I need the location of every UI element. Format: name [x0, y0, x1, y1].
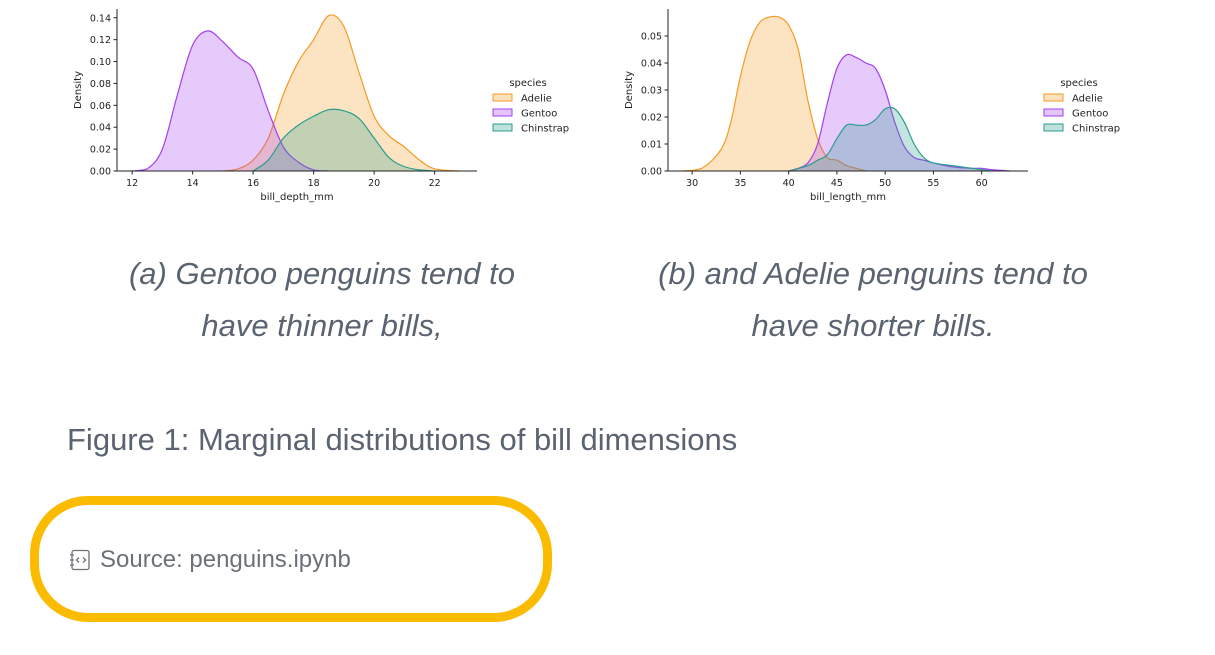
- y-tick-label: 0.06: [90, 101, 111, 112]
- x-tick-label: 20: [368, 178, 380, 189]
- density-line-gentoo: [132, 30, 329, 172]
- chart-2: 30 35 40 45 50 55 60 0.00 0.01 0.02 0.03 0.04 0.05 bi…: [624, 9, 1120, 203]
- y-tick-label: 0.04: [641, 59, 662, 70]
- legend-swatch-chinstrap: [1043, 123, 1064, 132]
- subcaption-b-line2: have shorter bills.: [751, 308, 995, 343]
- density-line-adelie: [682, 15, 867, 172]
- density-fill-gentoo: [788, 54, 1011, 171]
- y-tick-label: 0.10: [90, 57, 111, 68]
- x-tick-label: 12: [126, 178, 138, 189]
- source-link[interactable]: Source: penguins.ipynb: [68, 546, 351, 574]
- subcaption-b: (b) and Adelie penguins tend to have sho…: [613, 248, 1133, 352]
- x-tick-label: 18: [308, 178, 320, 189]
- y-tick-label: 0.00: [90, 167, 111, 178]
- x-tick-label: 22: [429, 178, 441, 189]
- y-tick-label: 0.12: [90, 35, 111, 46]
- legend-label-gentoo: Gentoo: [521, 109, 557, 120]
- density-line-chinstrap: [788, 106, 992, 172]
- legend-title: species: [1060, 78, 1097, 89]
- legend-label-adelie: Adelie: [1072, 94, 1103, 105]
- subcaption-b-line1: (b) and Adelie penguins tend to: [658, 256, 1088, 291]
- x-axis-label: bill_depth_mm: [260, 192, 333, 203]
- y-tick-label: 0.01: [641, 140, 662, 151]
- legend-label-gentoo: Gentoo: [1072, 109, 1108, 120]
- x-axis-label: bill_length_mm: [810, 192, 886, 203]
- source-label: Source: penguins.ipynb: [100, 546, 351, 573]
- y-axis-label: Density: [624, 71, 635, 109]
- subcaption-a: (a) Gentoo penguins tend to have thinner…: [62, 248, 582, 352]
- chart-1: 12 14 16 18 20 22 0.00 0.02 0.04 0.06 0.08 0.10 0.12…: [73, 9, 569, 203]
- x-tick-label: 14: [187, 178, 199, 189]
- x-tick-label: 40: [783, 178, 795, 189]
- legend: species Adelie Gentoo Chinstrap: [492, 78, 569, 135]
- density-fill-gentoo: [132, 30, 329, 172]
- density-fill-adelie: [222, 14, 459, 171]
- legend-label-adelie: Adelie: [521, 94, 552, 105]
- y-tick-label: 0.05: [641, 32, 662, 43]
- y-tick-label: 0.03: [641, 86, 662, 97]
- x-tick-label: 45: [831, 178, 843, 189]
- y-axis-label: Density: [73, 71, 84, 109]
- legend-swatch-adelie: [1043, 93, 1064, 102]
- density-fill-chinstrap: [253, 109, 435, 171]
- figure-charts: 12 14 16 18 20 22 0.00 0.02 0.04 0.06 0.08 0.10 0.12…: [73, 9, 1120, 203]
- legend-swatch-chinstrap: [492, 123, 513, 132]
- legend-swatch-gentoo: [1043, 108, 1064, 117]
- legend-label-chinstrap: Chinstrap: [521, 124, 569, 135]
- x-tick-label: 60: [976, 178, 988, 189]
- density-fill-chinstrap: [788, 107, 992, 171]
- subcaption-a-line2: have thinner bills,: [201, 308, 443, 343]
- y-tick-label: 0.00: [641, 167, 662, 178]
- y-tick-label: 0.02: [641, 113, 662, 124]
- notebook-code-icon: [70, 549, 90, 571]
- legend-swatch-adelie: [492, 93, 513, 102]
- legend-label-chinstrap: Chinstrap: [1072, 124, 1120, 135]
- y-tick-label: 0.14: [90, 13, 111, 24]
- x-tick-label: 55: [927, 178, 939, 189]
- subcaption-a-line1: (a) Gentoo penguins tend to: [128, 256, 516, 291]
- figure-caption: Figure 1: Marginal distributions of bill…: [67, 422, 738, 457]
- x-tick-label: 16: [247, 178, 259, 189]
- legend: species Adelie Gentoo Chinstrap: [1043, 78, 1120, 135]
- y-tick-label: 0.08: [90, 79, 111, 90]
- x-tick-label: 30: [686, 178, 698, 189]
- x-tick-label: 50: [879, 178, 891, 189]
- density-line-adelie: [222, 14, 459, 172]
- y-tick-label: 0.04: [90, 123, 111, 134]
- highlight-outline: [30, 496, 552, 622]
- legend-title: species: [509, 78, 546, 89]
- density-line-chinstrap: [252, 108, 435, 172]
- y-tick-label: 0.02: [90, 145, 111, 156]
- x-tick-label: 35: [734, 178, 746, 189]
- legend-swatch-gentoo: [492, 108, 513, 117]
